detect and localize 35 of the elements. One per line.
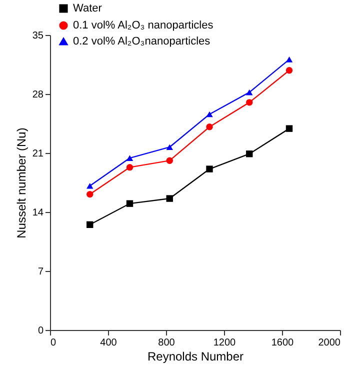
- point: [246, 89, 253, 96]
- x-tick-label: 1200: [213, 338, 236, 348]
- point: [246, 150, 253, 158]
- y-tick-label: 28: [32, 90, 44, 100]
- y-tick-label: 21: [32, 148, 44, 160]
- point: [286, 67, 293, 74]
- point: [286, 56, 293, 62]
- point: [86, 182, 94, 189]
- point: [246, 99, 253, 106]
- point: [286, 125, 293, 132]
- x-tick-label: 800: [158, 338, 176, 348]
- point: [126, 164, 134, 171]
- point: [126, 155, 134, 161]
- x-axis-title: Reynolds Number: [147, 350, 244, 364]
- point: [166, 144, 173, 150]
- point: [126, 200, 134, 207]
- x-tick-label: 400: [100, 338, 118, 348]
- point: [206, 166, 213, 172]
- legend-label: Water: [73, 2, 102, 14]
- x-tick-label: 0: [50, 338, 56, 348]
- y-tick-label: 14: [32, 208, 44, 218]
- y-tick-label: 35: [32, 30, 44, 42]
- x-tick-label: 1600: [271, 338, 294, 348]
- point: [166, 157, 173, 164]
- point: [166, 195, 173, 202]
- point: [86, 221, 94, 228]
- y-axis-title: Nusselt number (Nu): [14, 128, 28, 238]
- x-tick-label: 2000: [318, 338, 341, 348]
- point: [206, 124, 213, 130]
- legend-label: 0.1 vol% Al₂O₃ nanoparticles: [73, 20, 214, 32]
- point: [86, 190, 94, 198]
- y-tick-label: 0: [38, 326, 44, 336]
- legend-label: 0.2 vol% Al₂O₃nanoparticles: [73, 36, 211, 48]
- y-tick-label: 7: [38, 266, 44, 278]
- point: [206, 111, 213, 118]
